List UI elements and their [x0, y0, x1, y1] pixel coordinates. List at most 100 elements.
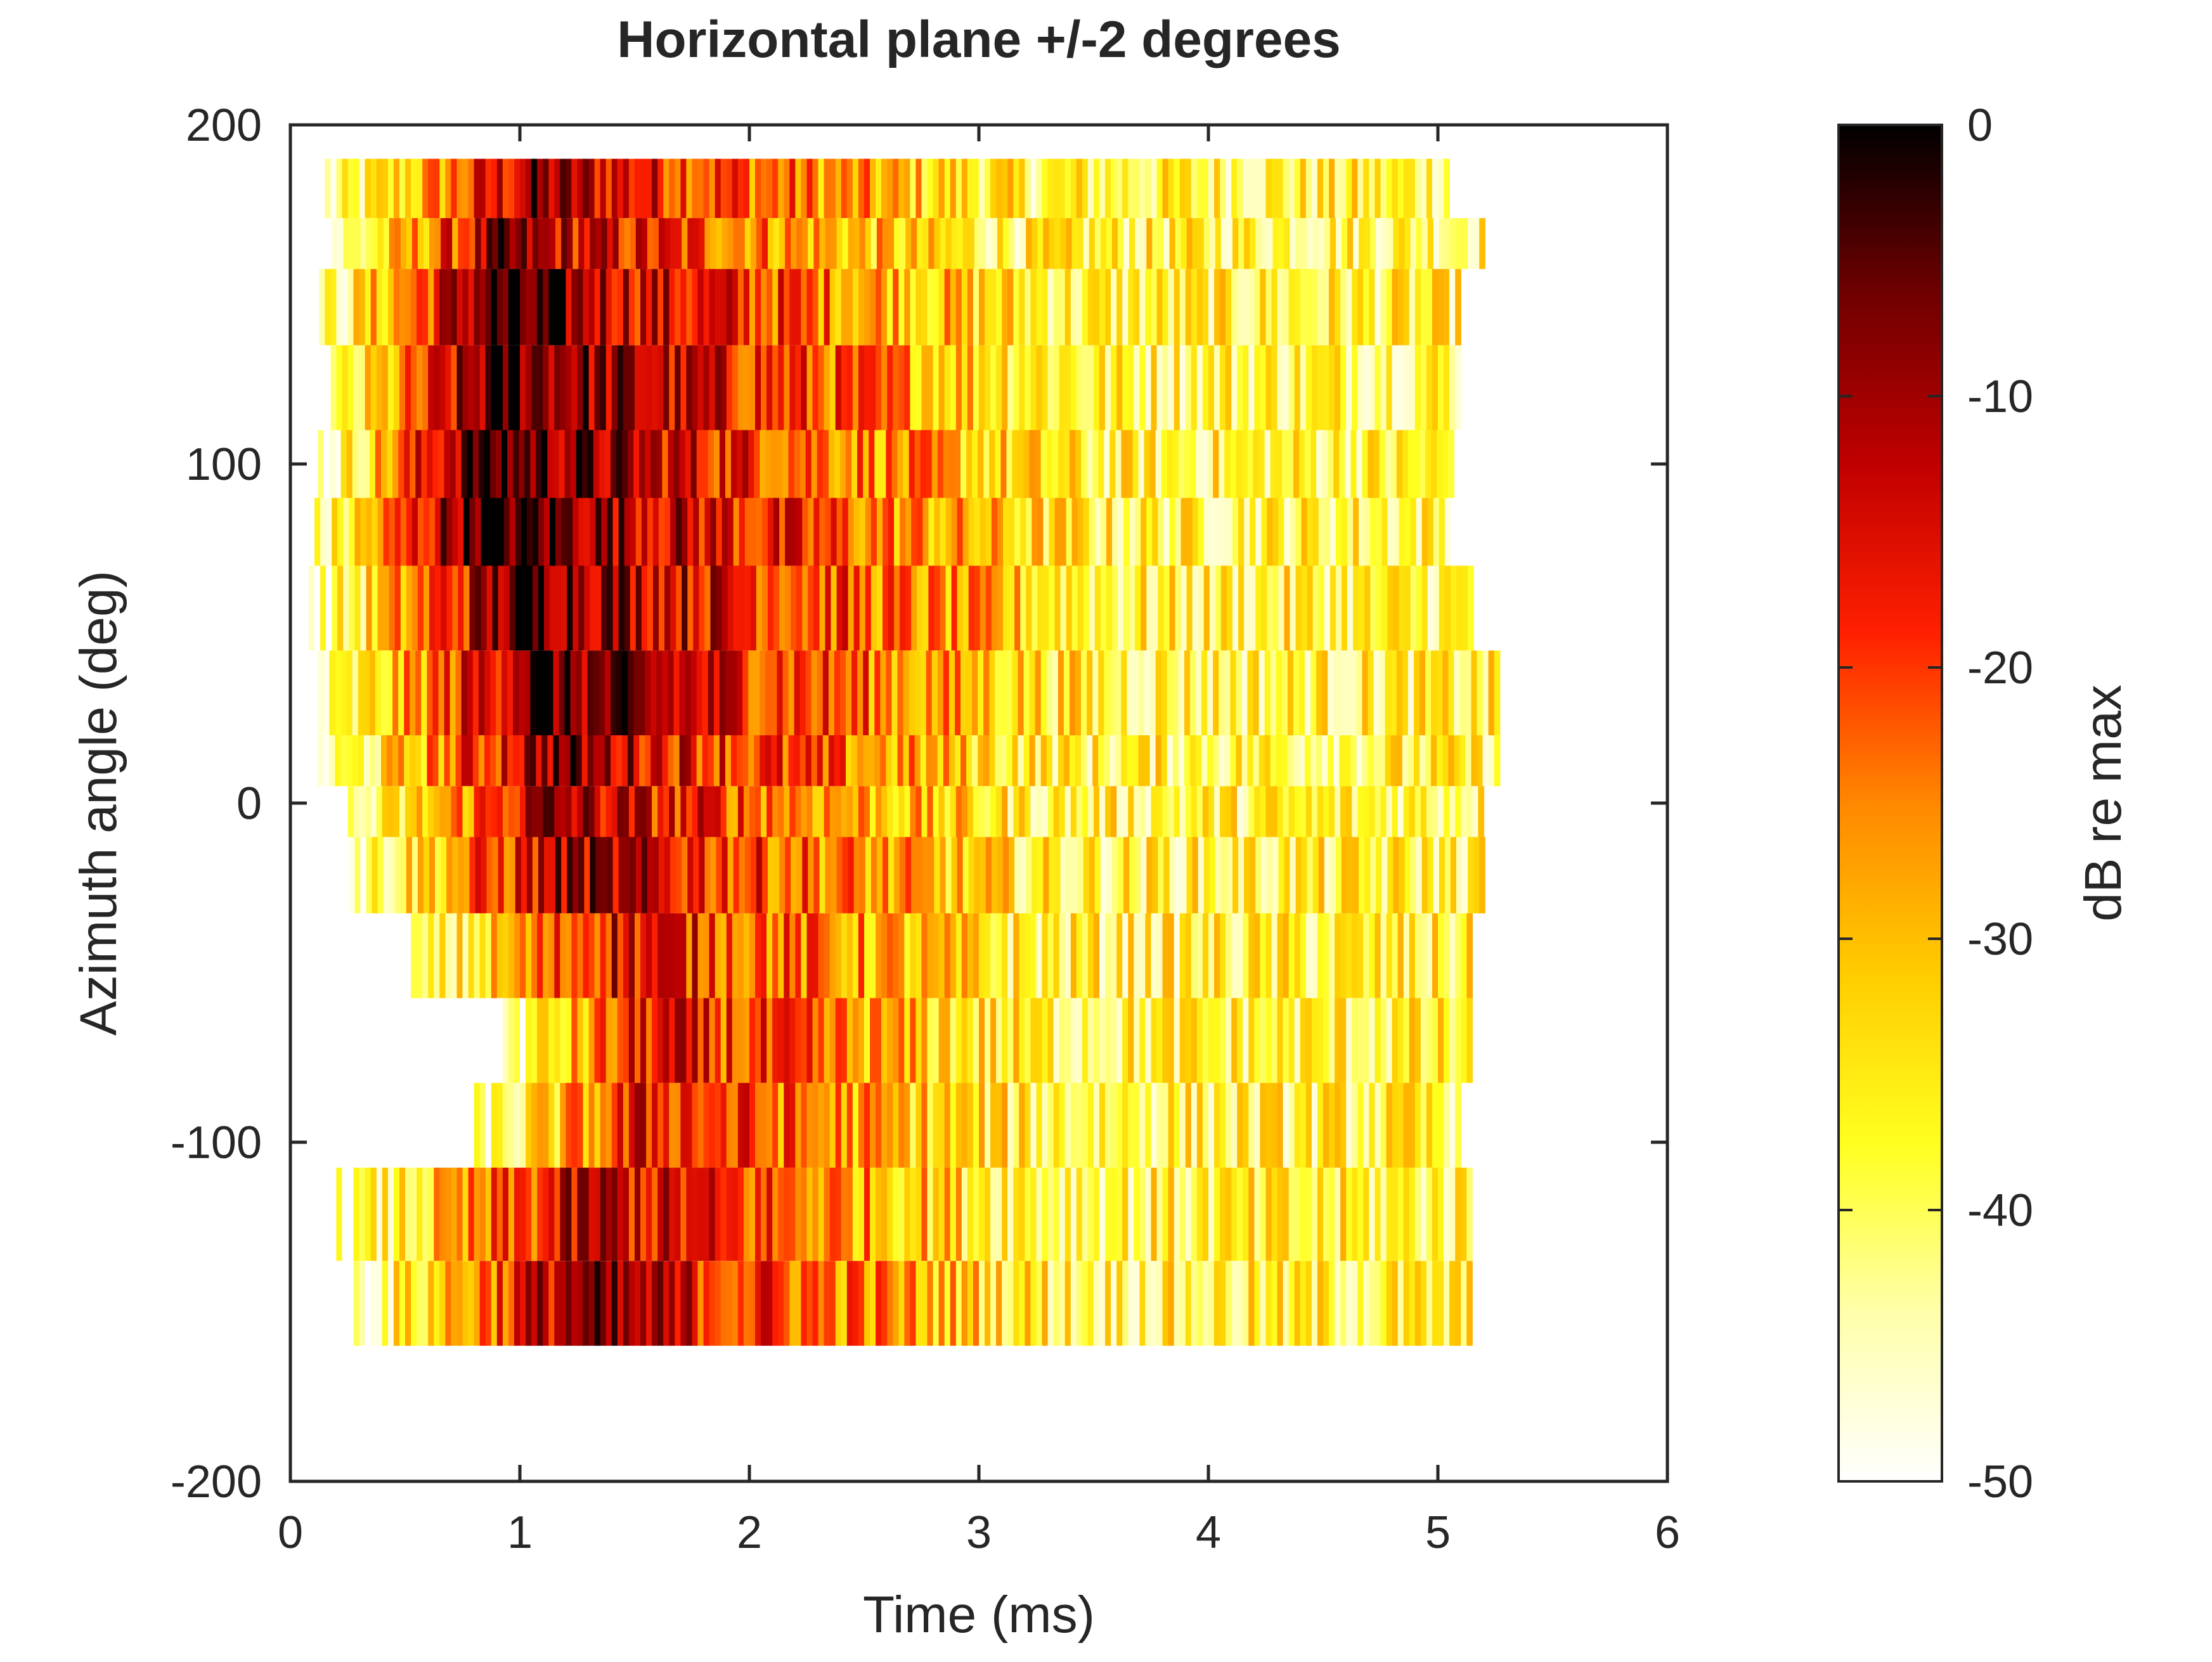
heatmap-cell	[451, 345, 457, 430]
heatmap-cell	[605, 1168, 612, 1261]
heatmap-cell	[829, 1083, 836, 1168]
heatmap-cell	[851, 650, 858, 736]
heatmap-cell	[1046, 430, 1053, 498]
heatmap-cell	[1185, 158, 1192, 219]
heatmap-cell	[1151, 998, 1158, 1083]
heatmap-cell	[835, 269, 842, 345]
heatmap-cell	[326, 565, 332, 651]
heatmap-cell	[1075, 735, 1082, 787]
heatmap-cell	[600, 998, 607, 1083]
heatmap-cell	[1267, 565, 1273, 651]
heatmap-cell	[567, 498, 573, 566]
heatmap-cell	[1032, 218, 1038, 269]
heatmap-cell	[1294, 345, 1301, 430]
heatmap-cell	[703, 913, 710, 998]
heatmap-cell	[570, 735, 577, 787]
heatmap-cell	[1364, 498, 1371, 566]
heatmap-cell	[983, 430, 990, 498]
heatmap-cell	[329, 735, 336, 787]
heatmap-cell	[1036, 1083, 1043, 1168]
heatmap-cell	[1019, 158, 1025, 219]
heatmap-cell	[1243, 269, 1249, 345]
heatmap-cell	[547, 735, 553, 787]
heatmap-cell	[598, 650, 605, 736]
heatmap-cell	[699, 837, 705, 913]
heatmap-cell	[1393, 837, 1399, 913]
heatmap-cell	[1163, 837, 1170, 913]
heatmap-cell	[1043, 218, 1050, 269]
heatmap-cell	[1255, 837, 1262, 913]
heatmap-cell	[526, 998, 532, 1083]
heatmap-cell	[1271, 998, 1278, 1083]
heatmap-cell	[846, 786, 853, 837]
heatmap-cell	[337, 565, 344, 651]
heatmap-cell	[1281, 430, 1288, 498]
heatmap-cell	[996, 913, 1002, 998]
heatmap-cell	[1254, 998, 1260, 1083]
heatmap-cell	[1392, 345, 1399, 430]
heatmap-cell	[662, 735, 668, 787]
heatmap-cell	[387, 1261, 394, 1346]
heatmap-cell	[1396, 430, 1403, 498]
heatmap-cell	[647, 498, 654, 566]
heatmap-cell	[544, 218, 550, 269]
heatmap-cell	[1082, 1083, 1089, 1168]
heatmap-cell	[900, 565, 906, 651]
heatmap-cell	[387, 650, 393, 736]
heatmap-cell	[571, 345, 578, 430]
heatmap-cell	[611, 345, 618, 430]
heatmap-cell	[1109, 430, 1116, 498]
heatmap-cell	[566, 1083, 572, 1168]
heatmap-cell	[755, 1083, 761, 1168]
heatmap-cell	[594, 998, 601, 1083]
heatmap-cell	[1305, 735, 1311, 787]
heatmap-cell	[927, 345, 934, 430]
heatmap-cell	[841, 158, 848, 219]
heatmap-cell	[1053, 1168, 1060, 1261]
heatmap-cell	[1300, 1261, 1307, 1346]
heatmap-cell	[840, 430, 846, 498]
heatmap-cell	[1283, 1261, 1290, 1346]
heatmap-cell	[1012, 430, 1019, 498]
heatmap-cell	[1155, 735, 1162, 787]
heatmap-cell	[834, 735, 841, 787]
heatmap-cell	[990, 786, 997, 837]
heatmap-cell	[865, 565, 872, 651]
heatmap-cell	[853, 837, 860, 913]
heatmap-cell	[1139, 345, 1146, 430]
heatmap-cell	[659, 498, 665, 566]
heatmap-cell	[811, 650, 818, 736]
heatmap-cell	[536, 650, 542, 736]
heatmap-cell	[537, 1261, 543, 1346]
heatmap-cell	[669, 345, 675, 430]
heatmap-cell	[354, 498, 361, 566]
heatmap-cell	[858, 1261, 865, 1346]
heatmap-cell	[742, 650, 749, 736]
heatmap-cell	[1294, 998, 1301, 1083]
heatmap-cell	[921, 158, 928, 219]
heatmap-cell	[623, 1083, 630, 1168]
heatmap-cell	[336, 345, 343, 430]
heatmap-cell	[1329, 269, 1335, 345]
heatmap-cell	[1340, 786, 1347, 837]
heatmap-cell	[1013, 1083, 1019, 1168]
heatmap-cell	[1169, 498, 1176, 566]
heatmap-cell	[789, 158, 796, 219]
heatmap-cell	[1230, 735, 1237, 787]
heatmap-cell	[1064, 158, 1071, 219]
heatmap-cell	[320, 565, 327, 651]
heatmap-cell	[318, 430, 325, 498]
heatmap-cell	[720, 913, 727, 998]
heatmap-cell	[1254, 1168, 1261, 1261]
heatmap-cell	[1226, 158, 1232, 219]
heatmap-cell	[1122, 998, 1129, 1083]
heatmap-cell	[817, 650, 824, 736]
heatmap-cell	[635, 218, 642, 269]
heatmap-cell	[1151, 158, 1158, 219]
heatmap-cell	[1030, 913, 1037, 998]
heatmap-cell	[921, 786, 928, 837]
heatmap-cell	[1098, 650, 1104, 736]
heatmap-cell	[1184, 650, 1191, 736]
heatmap-cell	[1461, 998, 1467, 1083]
heatmap-cell	[802, 498, 808, 566]
